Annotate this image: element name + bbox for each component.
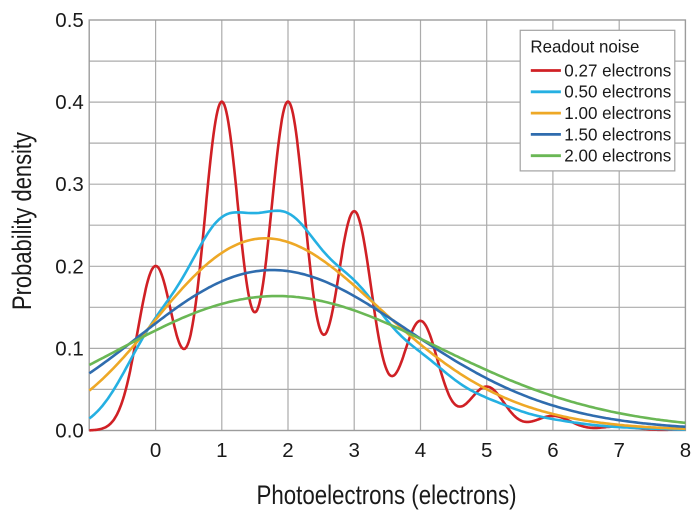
svg-text:2.00 electrons: 2.00 electrons [564, 146, 671, 166]
svg-text:Readout noise: Readout noise [530, 37, 639, 57]
svg-text:8: 8 [680, 439, 691, 462]
svg-text:0.27 electrons: 0.27 electrons [564, 60, 671, 80]
svg-text:0.2: 0.2 [55, 255, 84, 278]
svg-text:0.3: 0.3 [55, 173, 84, 196]
svg-text:0: 0 [150, 439, 161, 462]
svg-text:1.00 electrons: 1.00 electrons [564, 103, 671, 123]
svg-text:7: 7 [613, 439, 624, 462]
svg-text:4: 4 [415, 439, 426, 462]
svg-text:1.50 electrons: 1.50 electrons [564, 124, 671, 144]
svg-text:0.50 electrons: 0.50 electrons [564, 82, 671, 102]
svg-text:Photoelectrons (electrons): Photoelectrons (electrons) [257, 480, 517, 510]
svg-text:5: 5 [481, 439, 492, 462]
svg-text:2: 2 [282, 439, 293, 462]
svg-text:0.5: 0.5 [55, 9, 84, 32]
svg-text:0.4: 0.4 [55, 91, 84, 114]
svg-text:6: 6 [547, 439, 558, 462]
svg-text:Probability density: Probability density [7, 132, 37, 310]
svg-text:0.1: 0.1 [55, 337, 84, 360]
svg-text:1: 1 [216, 439, 227, 462]
svg-text:0.0: 0.0 [55, 420, 84, 443]
svg-text:3: 3 [348, 439, 359, 462]
